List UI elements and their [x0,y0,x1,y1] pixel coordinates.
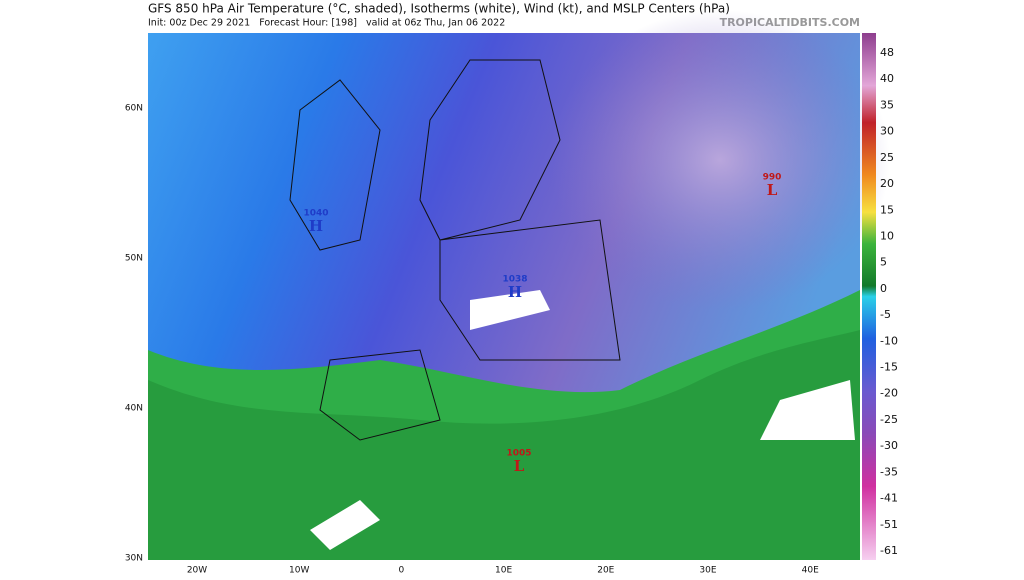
pressure-value: 1005 [506,449,531,459]
colorbar-label: 5 [880,256,887,269]
colorbar-label: 25 [880,151,894,164]
colorbar [862,33,876,560]
colorbar-label: -61 [880,544,898,557]
lat-label: 40N [125,404,143,414]
lat-label: 50N [125,254,143,264]
warm-core [148,330,860,560]
lon-label: 0 [399,566,405,576]
lon-label: 20W [187,566,207,576]
map-subtitle: Init: 00z Dec 29 2021 Forecast Hour: [19… [148,18,505,29]
colorbar-label: 10 [880,229,894,242]
colorbar-label: 15 [880,203,894,216]
colorbar-label: -41 [880,492,898,505]
pressure-letter: H [508,283,522,301]
cold-air-region [550,10,890,310]
colorbar-label: -10 [880,334,898,347]
colorbar-label: 48 [880,46,894,59]
colorbar-label: -5 [880,308,891,321]
pressure-value: 1038 [502,275,527,285]
colorbar-label: -15 [880,361,898,374]
colorbar-label: 35 [880,98,894,111]
colorbar-label: -20 [880,387,898,400]
colorbar-label: 30 [880,125,894,138]
pressure-letter: L [767,181,778,199]
lon-label: 20E [597,566,614,576]
lat-label: 30N [125,554,143,564]
colorbar-label: -51 [880,518,898,531]
colorbar-label: -30 [880,439,898,452]
lon-label: 10E [495,566,512,576]
colorbar-label: -25 [880,413,898,426]
missing-data-patches [310,290,855,550]
colorbar-label: 40 [880,72,894,85]
lat-label: 60N [125,104,143,114]
colorbar-label: -35 [880,465,898,478]
colorbar-label: 0 [880,282,887,295]
pressure-letter: L [514,457,525,475]
map-title: GFS 850 hPa Air Temperature (°C, shaded)… [148,2,730,16]
coastlines [289,59,621,441]
lon-label: 40E [802,566,819,576]
map-area [148,10,890,560]
colorbar-label: 20 [880,177,894,190]
lon-label: 10W [289,566,309,576]
pressure-value: 1040 [303,209,328,219]
pressure-value: 990 [763,173,782,183]
lon-label: 30E [699,566,716,576]
pressure-letter: H [309,217,323,235]
